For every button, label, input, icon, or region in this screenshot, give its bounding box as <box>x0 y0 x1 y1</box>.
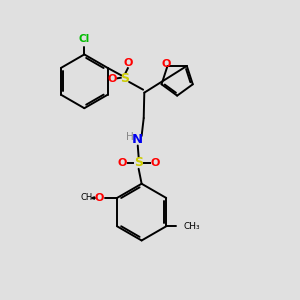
Text: O: O <box>150 158 160 168</box>
Text: CH₃: CH₃ <box>184 222 200 231</box>
Text: CH₃: CH₃ <box>80 194 96 202</box>
Text: H: H <box>126 132 134 142</box>
Text: N: N <box>132 133 143 146</box>
Text: O: O <box>124 58 133 68</box>
Text: S: S <box>134 156 143 169</box>
Text: S: S <box>120 72 129 85</box>
Text: O: O <box>108 74 117 84</box>
Text: O: O <box>94 193 104 203</box>
Text: O: O <box>118 158 127 168</box>
Text: Cl: Cl <box>79 34 90 44</box>
Text: O: O <box>161 59 171 69</box>
